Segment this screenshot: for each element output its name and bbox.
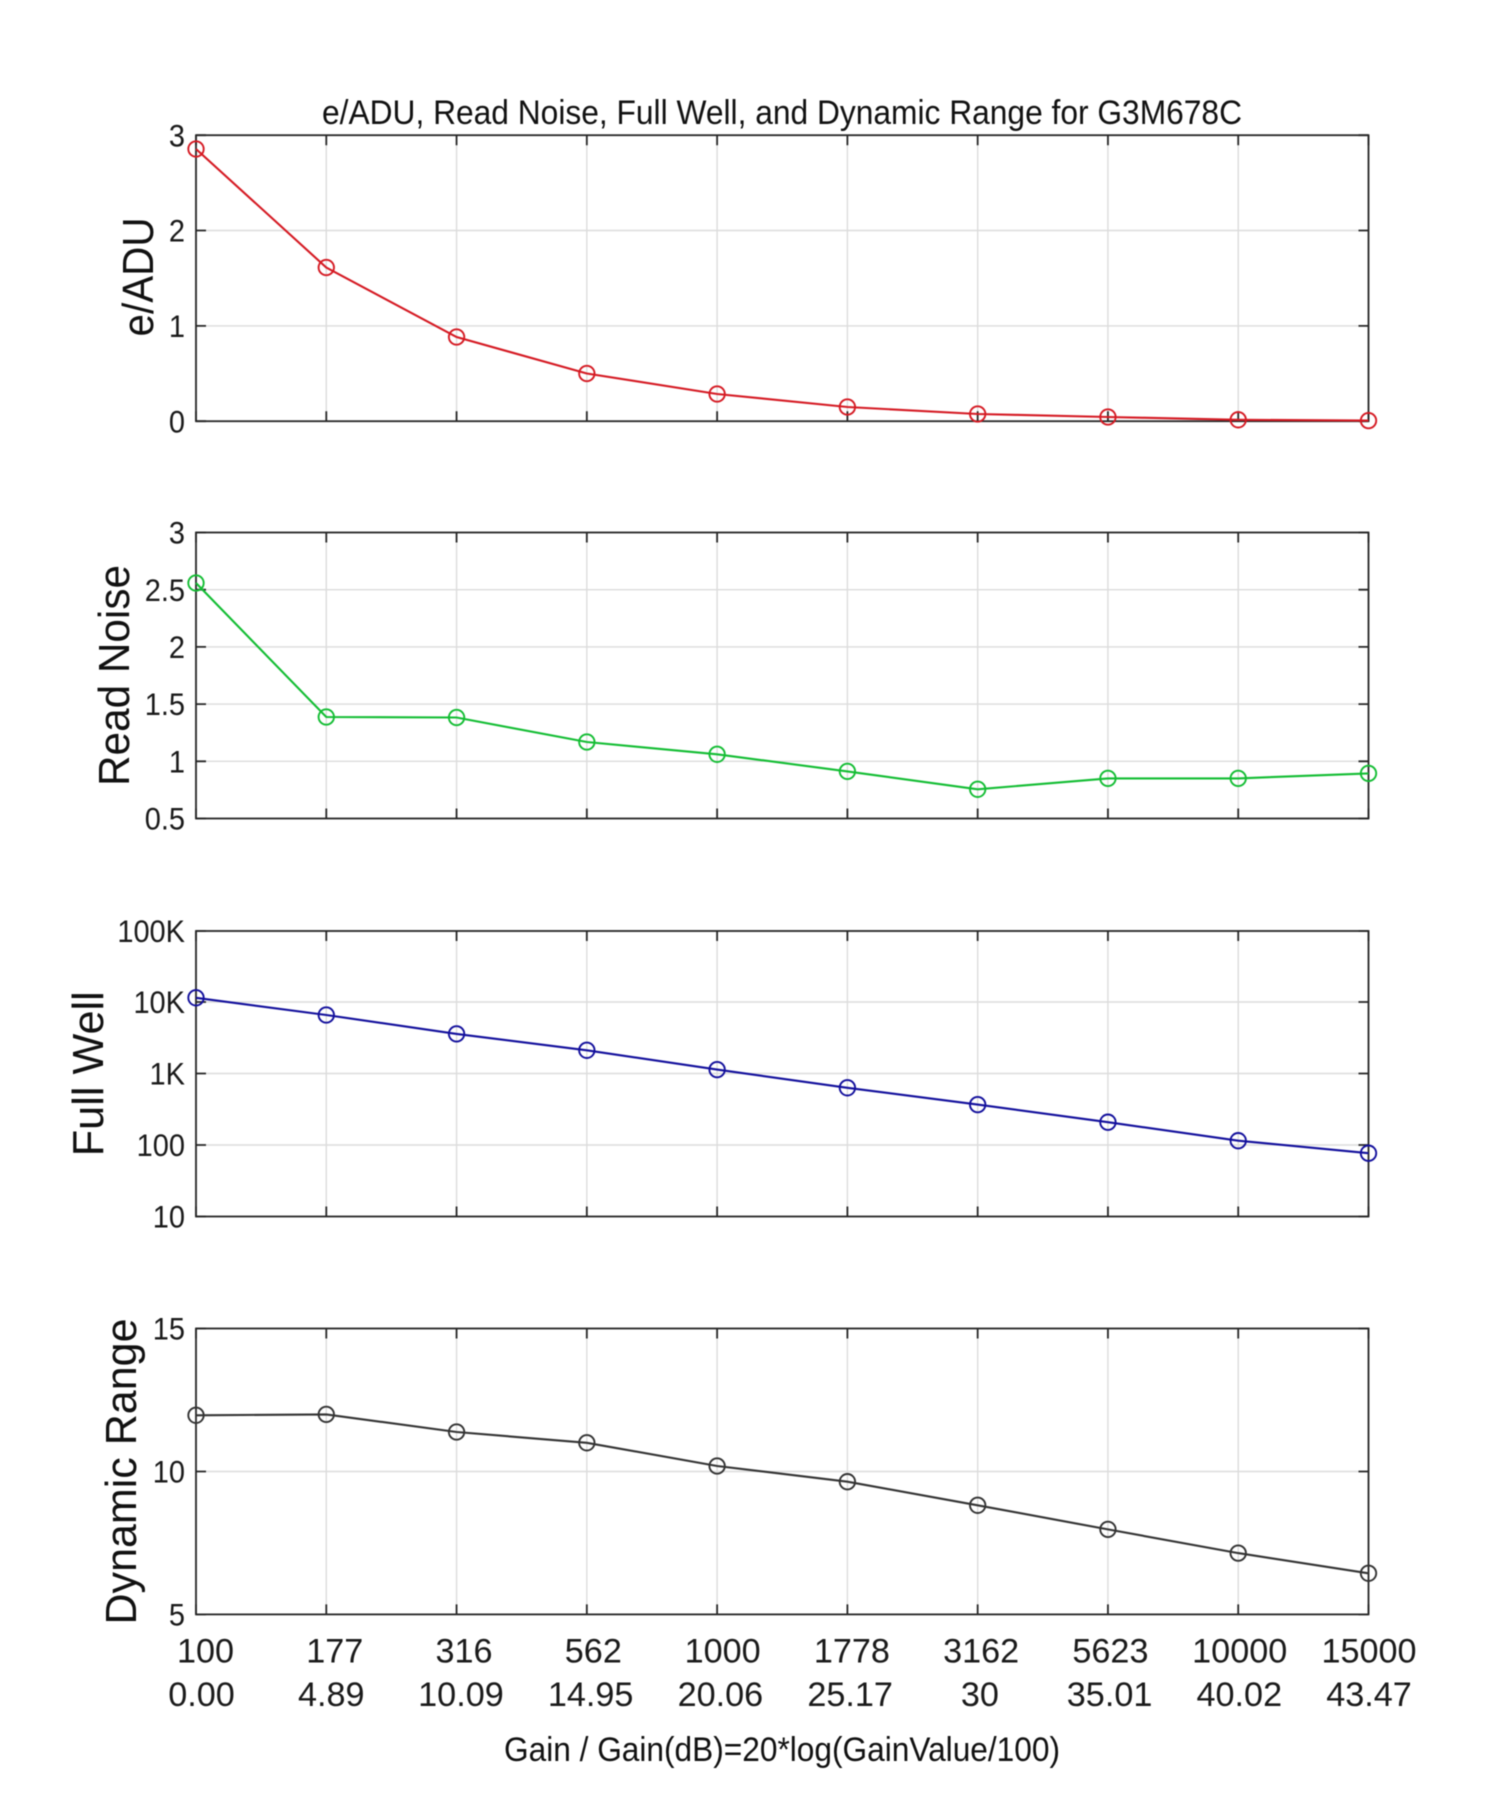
svg-text:3: 3 bbox=[169, 515, 185, 551]
svg-text:30: 30 bbox=[961, 1676, 999, 1714]
svg-text:1: 1 bbox=[169, 308, 185, 344]
svg-text:1778: 1778 bbox=[814, 1632, 890, 1670]
svg-text:2.5: 2.5 bbox=[145, 572, 185, 608]
svg-text:2: 2 bbox=[169, 629, 185, 665]
svg-text:e/ADU, Read Noise, Full Well,: e/ADU, Read Noise, Full Well, and Dynami… bbox=[322, 94, 1242, 132]
svg-text:100: 100 bbox=[137, 1127, 185, 1163]
svg-text:Full Well: Full Well bbox=[64, 991, 113, 1156]
svg-text:10: 10 bbox=[153, 1454, 185, 1490]
svg-text:0.5: 0.5 bbox=[145, 801, 185, 837]
svg-text:1000: 1000 bbox=[685, 1632, 761, 1670]
svg-text:1: 1 bbox=[169, 743, 185, 779]
svg-text:100K: 100K bbox=[117, 913, 185, 949]
svg-text:40.02: 40.02 bbox=[1197, 1676, 1283, 1714]
svg-text:100: 100 bbox=[177, 1632, 234, 1670]
svg-text:Gain / Gain(dB)=20*log(GainVal: Gain / Gain(dB)=20*log(GainValue/100) bbox=[504, 1731, 1060, 1769]
svg-text:43.47: 43.47 bbox=[1326, 1676, 1412, 1714]
svg-text:2: 2 bbox=[169, 213, 185, 249]
svg-text:1.5: 1.5 bbox=[145, 686, 185, 722]
svg-text:10K: 10K bbox=[133, 984, 185, 1020]
svg-text:Read Noise: Read Noise bbox=[90, 565, 139, 786]
svg-text:35.01: 35.01 bbox=[1067, 1676, 1153, 1714]
svg-text:10.09: 10.09 bbox=[418, 1676, 504, 1714]
svg-text:562: 562 bbox=[565, 1632, 622, 1670]
svg-text:15000: 15000 bbox=[1321, 1632, 1416, 1670]
svg-text:5: 5 bbox=[169, 1596, 185, 1632]
svg-text:0: 0 bbox=[169, 403, 185, 439]
svg-text:177: 177 bbox=[306, 1632, 363, 1670]
svg-text:e/ADU: e/ADU bbox=[114, 218, 163, 337]
svg-text:Dynamic Range: Dynamic Range bbox=[97, 1319, 146, 1625]
svg-text:1K: 1K bbox=[150, 1056, 185, 1092]
svg-text:4.89: 4.89 bbox=[298, 1676, 365, 1714]
svg-text:15: 15 bbox=[153, 1311, 185, 1347]
svg-text:3162: 3162 bbox=[943, 1632, 1019, 1670]
svg-text:10000: 10000 bbox=[1192, 1632, 1287, 1670]
svg-text:25.17: 25.17 bbox=[807, 1676, 893, 1714]
svg-text:0.00: 0.00 bbox=[168, 1676, 235, 1714]
svg-text:20.06: 20.06 bbox=[678, 1676, 764, 1714]
svg-text:3: 3 bbox=[169, 117, 185, 153]
svg-text:316: 316 bbox=[436, 1632, 493, 1670]
svg-text:10: 10 bbox=[153, 1199, 185, 1235]
svg-text:14.95: 14.95 bbox=[548, 1676, 634, 1714]
svg-text:5623: 5623 bbox=[1072, 1632, 1148, 1670]
